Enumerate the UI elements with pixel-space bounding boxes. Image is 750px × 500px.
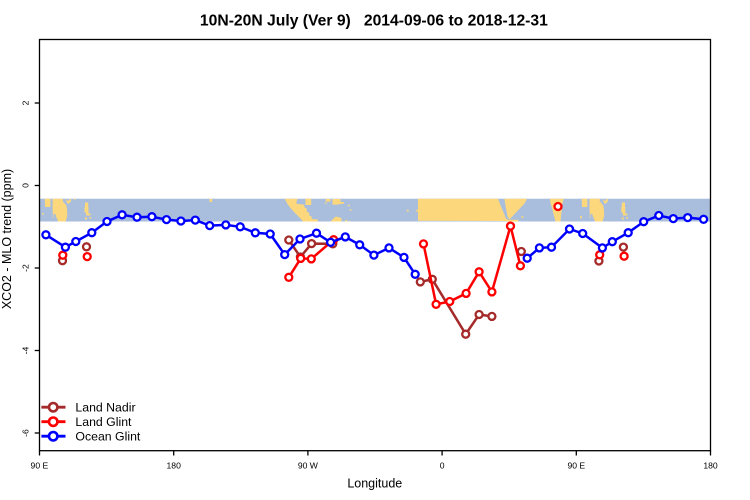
svg-text:90 W: 90 W bbox=[298, 460, 319, 470]
svg-text:Ocean Glint: Ocean Glint bbox=[75, 430, 141, 444]
svg-text:10N-20N July (Ver 9) 2014-09: 10N-20N July (Ver 9) 2014-09-06 to 2018-… bbox=[200, 13, 548, 30]
svg-text:90 E: 90 E bbox=[567, 460, 585, 470]
svg-text:-2: -2 bbox=[20, 264, 30, 272]
svg-text:-6: -6 bbox=[20, 429, 30, 437]
svg-text:0: 0 bbox=[440, 460, 445, 470]
svg-text:2: 2 bbox=[20, 100, 30, 105]
svg-text:180: 180 bbox=[167, 460, 182, 470]
svg-text:90 E: 90 E bbox=[31, 460, 49, 470]
svg-text:Land Glint: Land Glint bbox=[75, 415, 132, 429]
svg-text:Longitude: Longitude bbox=[347, 477, 402, 491]
svg-text:180: 180 bbox=[703, 460, 718, 470]
svg-text:XCO2 - MLO trend (ppm): XCO2 - MLO trend (ppm) bbox=[0, 169, 14, 309]
svg-text:0: 0 bbox=[20, 183, 30, 188]
svg-text:Land Nadir: Land Nadir bbox=[75, 401, 135, 415]
svg-text:-4: -4 bbox=[20, 346, 30, 354]
